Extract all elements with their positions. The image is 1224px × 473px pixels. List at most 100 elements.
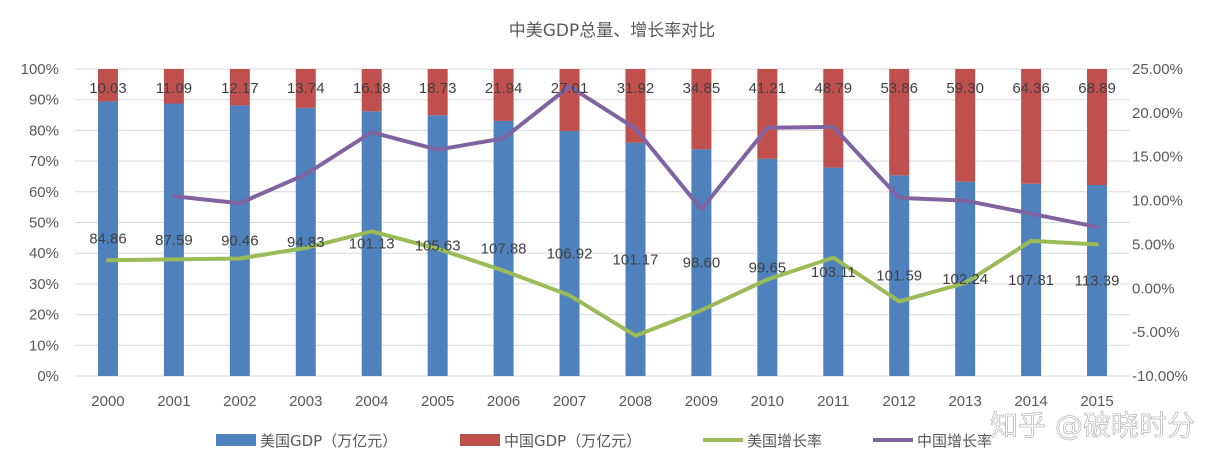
us-gdp-label: 101.13 [349, 236, 395, 253]
left-tick-label: 50% [29, 215, 59, 232]
us-gdp-label: 84.86 [89, 231, 127, 248]
right-tick-label: 25.00% [1132, 61, 1183, 78]
cn-gdp-label: 68.89 [1078, 80, 1116, 97]
cn-gdp-label: 16.18 [353, 80, 391, 97]
cn-gdp-label: 64.36 [1012, 80, 1050, 97]
cn-gdp-label: 10.03 [89, 80, 127, 97]
right-tick-label: 5.00% [1132, 236, 1175, 253]
right-tick-label: 20.00% [1132, 105, 1183, 122]
bar-cn-gdp [559, 69, 580, 131]
cn-gdp-label: 41.21 [749, 80, 787, 97]
cn-gdp-label: 11.09 [156, 80, 192, 97]
cn-gdp-label: 31.92 [617, 80, 655, 97]
left-tick-label: 30% [29, 276, 59, 293]
bar-us-gdp [229, 105, 250, 376]
right-tick-label: -5.00% [1132, 324, 1180, 341]
us-gdp-label: 102.24 [942, 271, 988, 288]
bar-us-gdp [559, 130, 580, 376]
cn-gdp-label: 21.94 [485, 80, 523, 97]
x-tick-label: 2004 [355, 393, 388, 410]
cn-gdp-label: 12.17 [221, 80, 259, 97]
bar-cn-gdp [493, 69, 514, 121]
us-gdp-label: 90.46 [221, 233, 259, 250]
us-gdp-label: 87.59 [155, 232, 193, 249]
bar-cn-gdp [229, 69, 250, 106]
right-tick-label: 0.00% [1132, 280, 1175, 297]
cn-gdp-label: 13.74 [287, 80, 325, 97]
us-gdp-label: 94.83 [287, 234, 325, 251]
right-axis: -10.00% -5.00% 0.00% 5.00% 10.00% 15.00% 20.00… [1132, 61, 1188, 385]
us-gdp-label: 106.92 [547, 245, 593, 262]
x-tick-label: 2008 [619, 393, 652, 410]
chart-title: 中美GDP总量、增长率对比 [509, 21, 716, 41]
legend-label: 中国GDP（万亿元） [504, 432, 641, 450]
cn-gdp-label: 27.01 [551, 80, 589, 97]
cn-gdp-label: 59.30 [946, 80, 984, 97]
x-tick-label: 2002 [223, 393, 256, 410]
bar-us-gdp [889, 175, 910, 376]
us-gdp-label: 101.59 [876, 268, 922, 285]
x-tick-label: 2000 [91, 393, 124, 410]
x-tick-label: 2010 [751, 393, 784, 410]
bar-cn-gdp [955, 69, 976, 182]
us-gdp-label: 113.39 [1075, 273, 1120, 290]
bar-us-gdp [97, 101, 118, 376]
cn-growth-line [171, 84, 1099, 229]
x-tick-label: 2013 [948, 393, 981, 410]
bars [97, 69, 1108, 377]
bar-cn-gdp [163, 69, 184, 104]
x-tick-label: 2012 [883, 393, 916, 410]
bar-us-gdp [427, 115, 448, 377]
bar-cn-gdp [1021, 69, 1042, 184]
right-tick-label: 15.00% [1132, 149, 1183, 166]
bar-us-gdp [823, 167, 844, 376]
bar-cn-gdp [691, 69, 712, 150]
legend: 美国GDP（万亿元） 中国GDP（万亿元） 美国增长率 中国增长率 [216, 432, 992, 450]
us-gdp-label: 101.17 [613, 251, 659, 268]
us-growth-line [106, 229, 1099, 338]
x-tick-label: 2006 [487, 393, 520, 410]
us-gdp-label: 99.65 [749, 259, 787, 276]
x-axis: 2000 2001 2002 2003 2004 2005 2006 2007 2008 2009… [91, 393, 1113, 410]
bar-cn-gdp [1087, 69, 1108, 186]
x-tick-label: 2009 [685, 393, 718, 410]
left-tick-label: 0% [37, 368, 59, 385]
bar-us-gdp [493, 120, 514, 376]
right-tick-label: -10.00% [1132, 368, 1188, 385]
x-tick-label: 2001 [157, 393, 190, 410]
left-tick-label: 80% [29, 122, 59, 139]
legend-label: 中国增长率 [917, 432, 992, 450]
left-tick-label: 100% [21, 61, 59, 78]
bar-us-gdp [625, 142, 646, 376]
x-tick-label: 2003 [289, 393, 322, 410]
x-tick-label: 2007 [553, 393, 586, 410]
us-gdp-label: 107.88 [481, 240, 527, 257]
cn-gdp-label: 53.86 [880, 80, 918, 97]
left-tick-label: 10% [29, 337, 59, 354]
bar-us-gdp [1087, 185, 1108, 376]
data-labels: 84.86 10.03 87.59 11.09 90.46 12.17 94.83 13.74… [89, 80, 1119, 290]
bar-cn-gdp [889, 69, 910, 176]
series-lines [106, 84, 1099, 338]
bar-us-gdp [163, 103, 184, 377]
cn-gdp-label: 48.79 [815, 80, 853, 97]
bar-cn-gdp [361, 69, 382, 112]
cn-gdp-label: 34.85 [683, 80, 721, 97]
bar-cn-gdp [97, 69, 118, 102]
left-tick-label: 40% [29, 245, 59, 262]
cn-gdp-label: 18.73 [419, 80, 457, 97]
legend-swatch [216, 434, 256, 446]
bar-us-gdp [757, 158, 778, 376]
bar-us-gdp [361, 111, 382, 377]
us-gdp-label: 98.60 [683, 255, 721, 272]
left-axis: 0% 10% 20% 30% 40% 50% 60% 70% 80% 90% 100% [21, 61, 59, 385]
bar-us-gdp [1021, 183, 1042, 376]
left-tick-label: 20% [29, 307, 59, 324]
left-tick-label: 60% [29, 184, 59, 201]
x-tick-label: 2015 [1080, 393, 1113, 410]
gridlines [75, 68, 1130, 377]
x-tick-label: 2014 [1014, 393, 1047, 410]
x-tick-label: 2011 [817, 393, 849, 410]
left-tick-label: 70% [29, 153, 59, 170]
